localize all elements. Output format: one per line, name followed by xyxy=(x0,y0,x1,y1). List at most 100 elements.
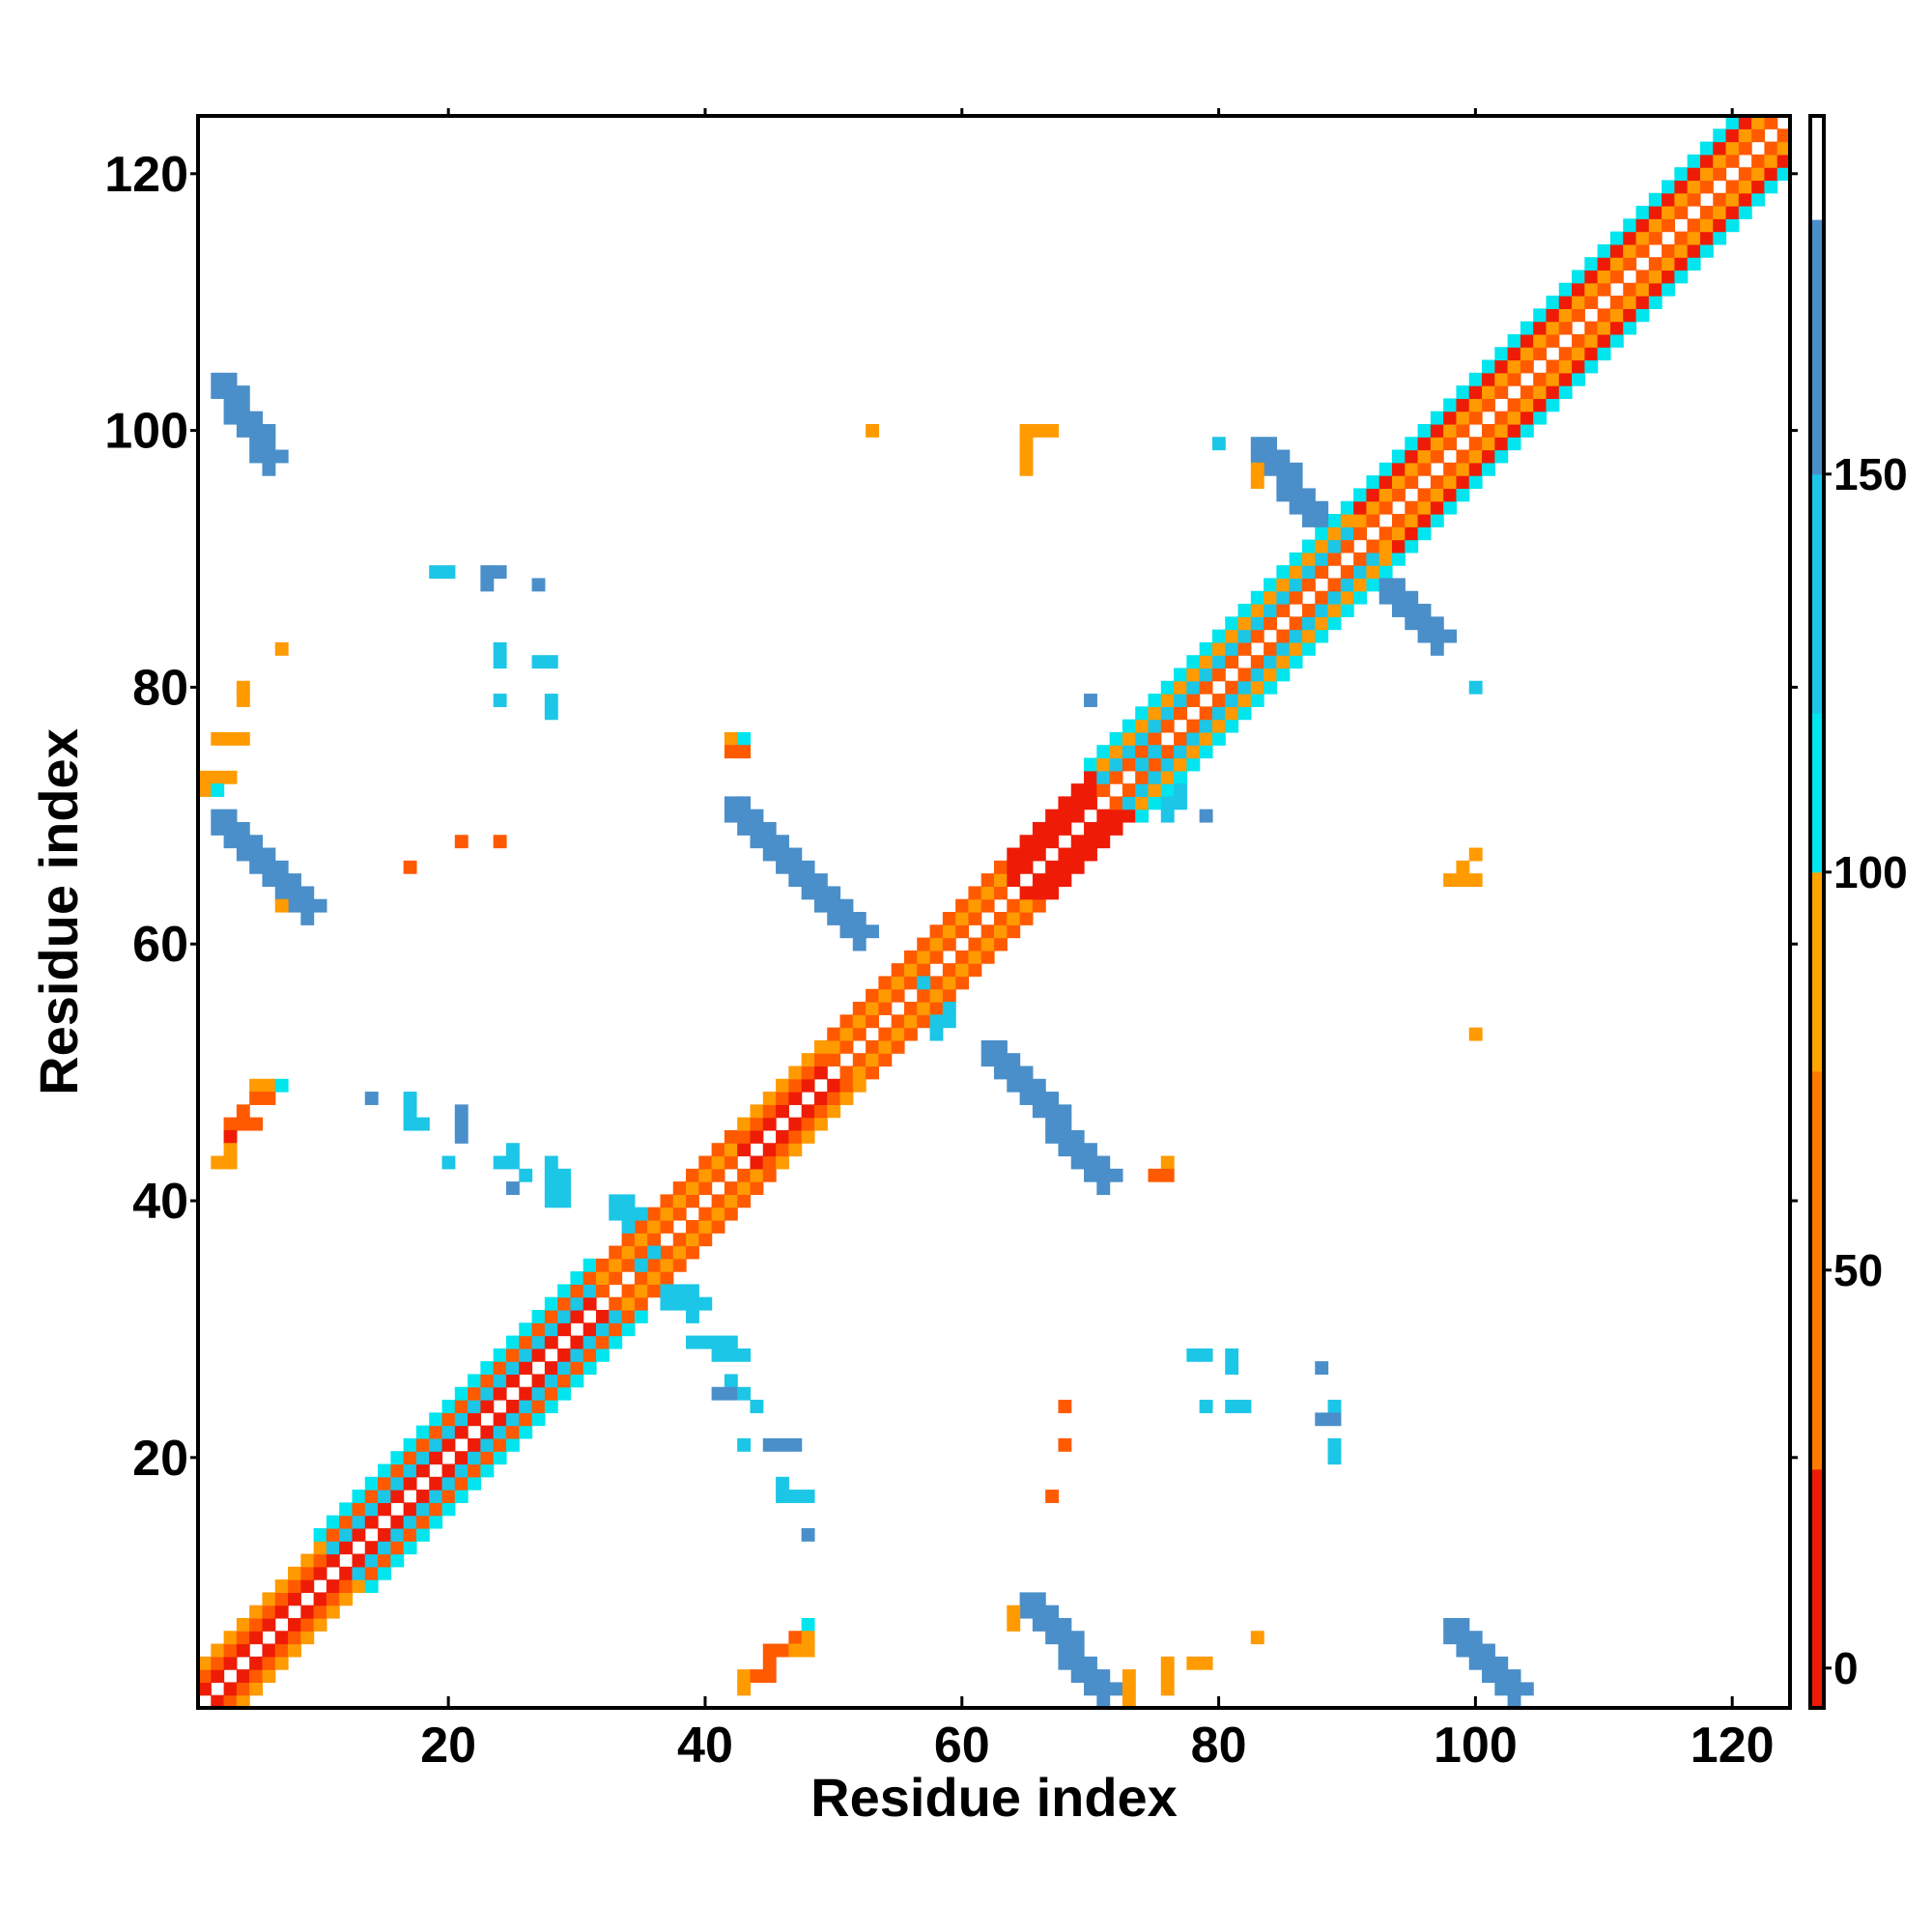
heatmap-cell xyxy=(1045,1617,1060,1632)
heatmap-cell xyxy=(1084,694,1097,707)
heatmap-cell xyxy=(1019,898,1034,913)
heatmap-cell xyxy=(531,1322,546,1337)
heatmap-cell xyxy=(1135,745,1150,759)
heatmap-cell xyxy=(1468,411,1483,425)
heatmap-cell xyxy=(1327,526,1342,541)
heatmap-cell xyxy=(1430,475,1444,490)
heatmap-cell xyxy=(672,1258,687,1272)
heatmap-cell xyxy=(698,1296,713,1311)
heatmap-cell xyxy=(596,1335,610,1350)
heatmap-cell xyxy=(1674,231,1689,245)
x-tick-label: 20 xyxy=(420,1718,476,1774)
heatmap-cell xyxy=(1186,1656,1201,1670)
heatmap-cell xyxy=(1032,821,1046,836)
heatmap-cell xyxy=(505,1437,520,1452)
heatmap-cell xyxy=(505,1348,520,1362)
heatmap-cell xyxy=(1160,1155,1175,1170)
heatmap-cell xyxy=(762,1104,777,1119)
heatmap-cell xyxy=(1276,462,1291,476)
heatmap-cell xyxy=(647,1271,662,1286)
heatmap-cell xyxy=(1507,1669,1521,1684)
heatmap-cell xyxy=(1725,218,1740,233)
heatmap-cell xyxy=(480,578,495,592)
heatmap-cell xyxy=(1546,359,1560,374)
heatmap-cell xyxy=(724,1374,738,1388)
heatmap-cell xyxy=(415,1425,430,1439)
heatmap-cell xyxy=(724,1129,738,1144)
heatmap-cell xyxy=(1032,847,1046,862)
heatmap-cell xyxy=(468,1437,481,1452)
heatmap-cell xyxy=(839,1039,854,1054)
heatmap-cell xyxy=(1635,282,1650,297)
heatmap-cell xyxy=(236,694,250,707)
heatmap-cell xyxy=(1135,719,1150,733)
heatmap-cell xyxy=(1174,770,1187,784)
heatmap-cell xyxy=(364,1476,379,1491)
heatmap-cell xyxy=(1609,321,1624,335)
heatmap-cell xyxy=(480,1425,495,1439)
heatmap-cell xyxy=(1070,809,1085,823)
heatmap-cell xyxy=(1109,821,1123,836)
heatmap-cell xyxy=(1032,1078,1046,1093)
heatmap-cell xyxy=(313,898,327,913)
heatmap-cell xyxy=(236,1617,250,1632)
heatmap-cell xyxy=(1135,770,1150,784)
heatmap-cell xyxy=(1096,783,1111,797)
heatmap-cell xyxy=(737,1168,752,1182)
heatmap-cell xyxy=(750,835,764,849)
heatmap-cell xyxy=(980,898,995,913)
heatmap-cell xyxy=(686,1194,699,1208)
heatmap-cell xyxy=(1482,1656,1495,1670)
heatmap-cell xyxy=(236,398,250,412)
heatmap-cell xyxy=(1494,423,1509,438)
x-tick-label: 120 xyxy=(1690,1718,1775,1774)
heatmap-cell xyxy=(415,1490,430,1503)
heatmap-cell xyxy=(1045,1129,1060,1144)
heatmap-cell xyxy=(1174,796,1187,810)
heatmap-cell xyxy=(1507,333,1521,348)
heatmap-cell xyxy=(519,1322,533,1337)
heatmap-cell xyxy=(1084,1656,1097,1670)
heatmap-cell xyxy=(1764,180,1778,194)
heatmap-cell xyxy=(1443,423,1458,438)
heatmap-cell xyxy=(827,1027,841,1041)
heatmap-cell xyxy=(519,1386,533,1401)
heatmap-cell xyxy=(1225,1400,1239,1413)
heatmap-cell xyxy=(866,924,879,939)
heatmap-cell xyxy=(1725,192,1740,207)
heatmap-cell xyxy=(1122,1682,1136,1696)
heatmap-cell xyxy=(1019,912,1034,925)
heatmap-cell xyxy=(968,937,982,952)
heatmap-cell xyxy=(1225,680,1239,695)
heatmap-cell xyxy=(1417,488,1432,502)
heatmap-cell xyxy=(429,565,443,580)
heatmap-cell xyxy=(1211,655,1226,669)
heatmap-cell xyxy=(1468,847,1483,862)
heatmap-cell xyxy=(1430,423,1444,438)
heatmap-cell xyxy=(737,1437,752,1452)
heatmap-cell xyxy=(1353,590,1368,605)
heatmap-cell xyxy=(1276,449,1291,464)
heatmap-cell xyxy=(929,924,944,939)
heatmap-cell xyxy=(621,1296,636,1311)
heatmap-cell xyxy=(1417,604,1432,617)
heatmap-cell xyxy=(762,1117,777,1131)
heatmap-cell xyxy=(955,912,970,925)
heatmap-cell xyxy=(249,1605,264,1619)
heatmap-cell xyxy=(1070,847,1085,862)
heatmap-cell xyxy=(724,745,738,759)
heatmap-cell xyxy=(582,1284,597,1298)
heatmap-cell xyxy=(737,1117,752,1131)
heatmap-cell xyxy=(980,1039,995,1054)
heatmap-cell xyxy=(660,1245,674,1260)
heatmap-cell xyxy=(852,1078,867,1093)
heatmap-cell xyxy=(1186,757,1201,772)
heatmap-cell xyxy=(274,898,289,913)
heatmap-cell xyxy=(1558,296,1573,309)
heatmap-cell xyxy=(1211,437,1226,451)
heatmap-cell xyxy=(544,1181,558,1195)
heatmap-cell xyxy=(519,1361,533,1376)
heatmap-cell xyxy=(1378,488,1393,502)
heatmap-cell xyxy=(211,821,225,836)
heatmap-cell xyxy=(429,1412,443,1427)
